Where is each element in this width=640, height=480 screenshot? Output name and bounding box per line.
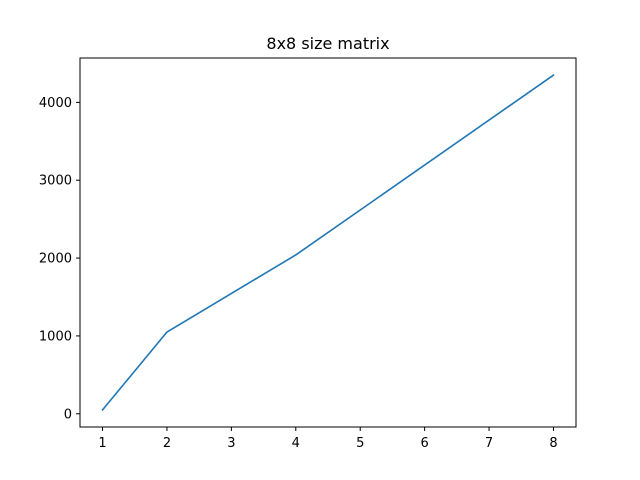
y-tick-label: 1000 [39,329,72,344]
x-axis: 1 2 3 4 5 6 7 8 [98,427,558,451]
x-tick-label: 3 [227,436,235,451]
x-tick-label: 8 [549,436,557,451]
x-tick-label: 5 [356,436,364,451]
x-tick-label: 2 [163,436,171,451]
x-tick-label: 7 [485,436,493,451]
y-axis: 0 1000 2000 3000 4000 [39,96,80,422]
chart-title: 8x8 size matrix [266,34,389,53]
x-tick-label: 1 [98,436,106,451]
plot-frame [79,57,577,428]
series-line-0 [101,74,555,411]
y-tick-label: 0 [64,407,72,422]
x-tick-label: 6 [420,436,428,451]
x-tick-label: 4 [292,436,300,451]
plot-area [101,74,555,411]
y-tick-label: 4000 [39,96,72,111]
y-tick-label: 2000 [39,252,72,267]
y-tick-label: 3000 [39,174,72,189]
